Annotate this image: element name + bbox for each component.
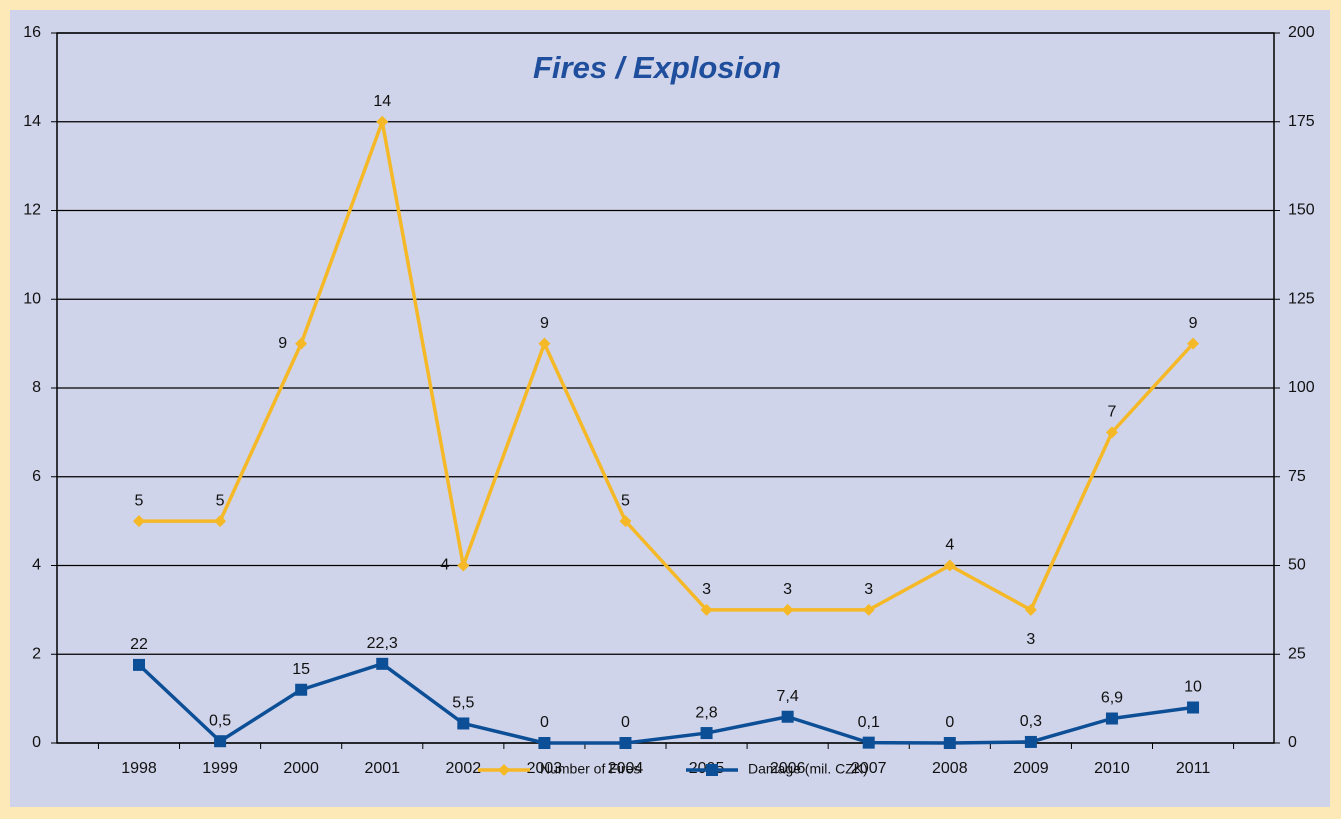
line-marker: [1105, 712, 1118, 725]
line-marker: [943, 737, 956, 749]
y-tick-label: 16: [23, 24, 41, 41]
data-label: 10: [1184, 679, 1202, 696]
chart-title: Fires / Explosion: [533, 50, 781, 85]
y2-tick-label: 125: [1288, 290, 1315, 307]
line-marker: [619, 515, 632, 528]
data-label: 4: [440, 557, 449, 574]
x-tick-label: 1998: [121, 760, 157, 777]
data-label: 9: [540, 315, 549, 332]
y2-tick-label: 50: [1288, 557, 1306, 574]
data-label: 4: [945, 537, 954, 554]
line-marker: [538, 737, 551, 749]
line-marker: [706, 764, 718, 776]
line-marker: [781, 710, 794, 723]
data-label: 3: [864, 581, 873, 598]
line-marker: [943, 559, 956, 572]
data-label: 5: [621, 492, 630, 509]
y-tick-label: 4: [32, 557, 41, 574]
line-marker: [700, 603, 713, 616]
line-marker: [214, 515, 227, 528]
y2-tick-label: 0: [1288, 734, 1297, 751]
data-label: 7,4: [777, 688, 799, 705]
y-tick-label: 8: [32, 379, 41, 396]
data-label: 7: [1108, 404, 1117, 421]
x-tick-label: 1999: [202, 760, 238, 777]
x-tick-label: 2004: [608, 760, 644, 777]
y2-tick-label: 200: [1288, 24, 1315, 41]
line-marker: [700, 727, 713, 740]
data-line: [137, 662, 1194, 745]
data-label: 3: [702, 581, 711, 598]
chart-background: [10, 10, 1330, 807]
y2-tick-label: 25: [1288, 645, 1306, 662]
plot-frame: [56, 32, 1275, 744]
x-tick-label: 2001: [364, 760, 400, 777]
legend-label: Number of Fires: [540, 761, 640, 777]
data-label: 22: [130, 636, 148, 653]
x-tick-label: 2003: [527, 760, 563, 777]
y2-tick-label: 175: [1288, 113, 1315, 130]
line-marker: [538, 337, 551, 350]
data-label: 5,5: [452, 695, 474, 712]
line-marker: [457, 717, 470, 730]
data-label: 0,3: [1020, 713, 1042, 730]
y-tick-label: 2: [32, 645, 41, 662]
x-tick-label: 2002: [446, 760, 482, 777]
line-marker: [376, 657, 389, 670]
data-label: 9: [1189, 315, 1198, 332]
data-label: 0: [540, 714, 549, 731]
y-tick-label: 14: [23, 113, 41, 130]
line-marker: [781, 603, 794, 616]
x-tick-label: 2009: [1013, 760, 1049, 777]
x-tick-label: 2008: [932, 760, 968, 777]
data-label: 3: [1026, 631, 1035, 648]
y-tick-label: 0: [32, 734, 41, 751]
line-marker: [295, 337, 308, 350]
y-tick-label: 12: [23, 202, 41, 219]
line-marker: [133, 658, 145, 671]
data-label: 5: [216, 492, 225, 509]
data-label: 0,5: [209, 712, 231, 729]
line-marker: [1024, 735, 1037, 748]
y2-tick-label: 100: [1288, 379, 1315, 396]
line-marker: [619, 737, 632, 749]
line-marker: [862, 603, 875, 616]
line-marker: [1187, 337, 1200, 350]
data-label: 5: [135, 492, 144, 509]
x-tick-label: 2000: [283, 760, 319, 777]
x-tick-label: 2007: [851, 760, 887, 777]
line-marker: [457, 559, 470, 572]
line-marker: [133, 515, 145, 528]
line-marker: [1024, 603, 1037, 616]
y2-tick-label: 150: [1288, 202, 1315, 219]
data-label: 0: [621, 714, 630, 731]
data-label: 2,8: [695, 704, 717, 721]
x-tick-label: 2011: [1176, 760, 1211, 777]
y-tick-label: 6: [32, 468, 41, 485]
data-label: 22,3: [367, 635, 398, 652]
data-label: 9: [278, 335, 287, 352]
data-label: 0: [945, 714, 954, 731]
y2-tick-label: 75: [1288, 468, 1306, 485]
x-tick-label: 2010: [1094, 760, 1130, 777]
line-marker: [214, 735, 227, 748]
data-label: 15: [292, 661, 310, 678]
line-marker: [295, 683, 308, 696]
line-marker: [376, 115, 389, 128]
line-marker: [862, 736, 875, 749]
line-marker: [1187, 701, 1200, 714]
y-tick-label: 10: [23, 290, 41, 307]
data-label: 14: [373, 93, 391, 110]
legend-label: Damage (mil. CZK): [748, 761, 868, 777]
data-label: 0,1: [858, 714, 880, 731]
data-line: [139, 120, 1195, 612]
line-marker: [498, 764, 510, 776]
data-label: 3: [783, 581, 792, 598]
data-label: 6,9: [1101, 690, 1123, 707]
x-tick-label: 2006: [770, 760, 806, 777]
line-marker: [1105, 426, 1118, 439]
